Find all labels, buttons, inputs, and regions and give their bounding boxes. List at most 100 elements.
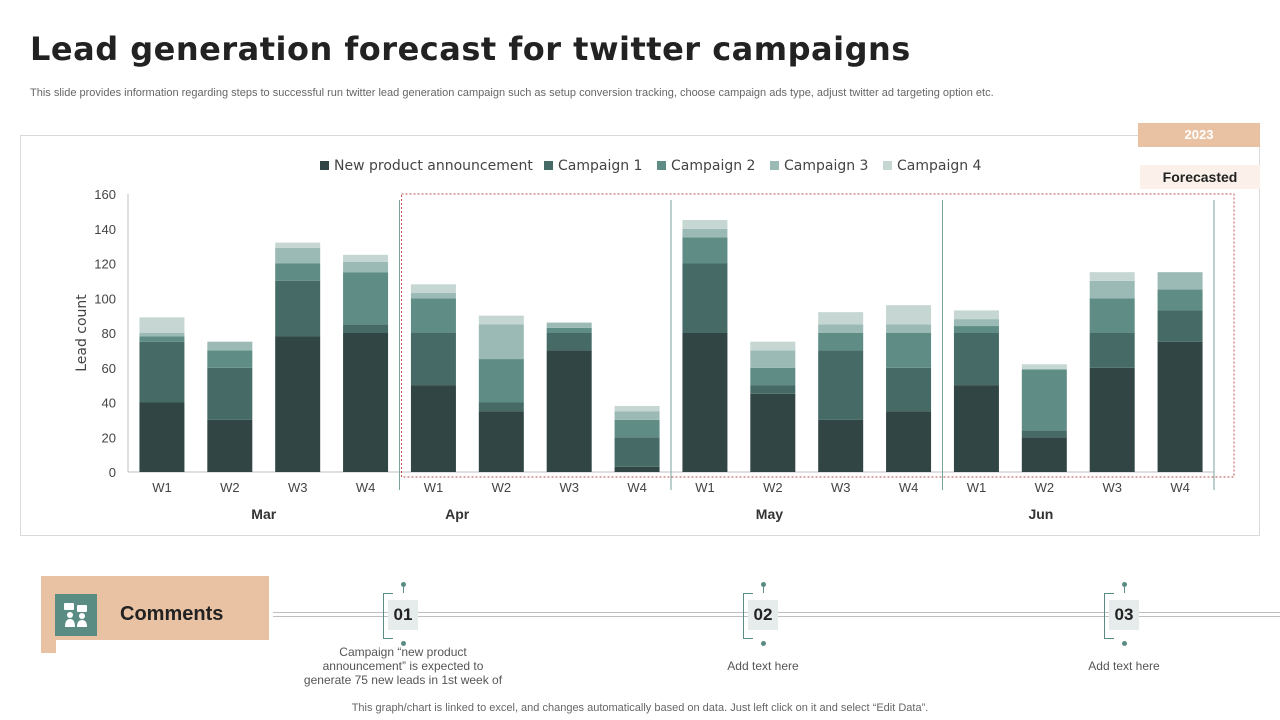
legend-label-2: Campaign 1 — [558, 158, 642, 174]
comment-marker-3: 03 — [1109, 600, 1139, 630]
marker-3-stem — [1124, 587, 1125, 593]
bar-13-3 — [953, 326, 999, 333]
group-label-mar: Mar — [251, 506, 276, 522]
x-tick-label-9: W1 — [695, 480, 715, 495]
marker-1-bracket — [383, 593, 393, 639]
bar-2-2 — [207, 367, 253, 420]
bar-4-2 — [343, 324, 389, 333]
bar-8-4 — [614, 411, 660, 420]
x-tick-label-4: W4 — [356, 480, 376, 495]
bar-1-2 — [139, 341, 185, 403]
legend-swatch-2 — [544, 161, 553, 170]
bar-12-5 — [886, 305, 932, 325]
y-axis-title: Lead count — [74, 294, 90, 372]
bar-15-4 — [1089, 280, 1135, 299]
marker-2-bracket — [743, 593, 753, 639]
marker-2-dot-bottom — [761, 641, 766, 646]
comment-text-3: Add text here — [1088, 659, 1160, 673]
bar-13-1 — [953, 385, 999, 472]
marker-2-dot-top — [761, 582, 766, 587]
legend-swatch-4 — [770, 161, 779, 170]
comment-text-1: Campaign “new product announcement” is e… — [303, 645, 503, 687]
bar-8-5 — [614, 405, 660, 412]
x-tick-label-13: W1 — [967, 480, 987, 495]
comment-marker-1: 01 — [388, 600, 418, 630]
bar-5-4 — [410, 293, 456, 299]
bar-4-4 — [343, 261, 389, 273]
legend-swatch-1 — [320, 161, 329, 170]
bar-9-5 — [682, 220, 728, 229]
bar-15-3 — [1089, 298, 1135, 333]
x-tick-label-10: W2 — [763, 480, 783, 495]
footnote: This graph/chart is linked to excel, and… — [351, 702, 929, 714]
bar-10-4 — [750, 350, 796, 368]
x-tick-label-15: W3 — [1102, 480, 1122, 495]
bar-15-1 — [1089, 367, 1135, 472]
marker-3-dot-bottom — [1122, 641, 1127, 646]
bar-1-5 — [139, 317, 185, 333]
marker-1-stem — [403, 587, 404, 593]
x-tick-label-7: W3 — [559, 480, 579, 495]
x-tick-label-16: W4 — [1170, 480, 1190, 495]
bar-10-3 — [750, 367, 796, 386]
chart-frame[interactable] — [20, 135, 1260, 536]
forecast-region — [401, 193, 1235, 478]
bar-9-1 — [682, 333, 728, 472]
bar-11-1 — [818, 419, 864, 472]
y-tick-label-0: 0 — [109, 465, 116, 480]
x-tick-label-11: W3 — [831, 480, 851, 495]
bar-1-3 — [139, 336, 185, 342]
bar-6-4 — [478, 324, 524, 360]
page-title: Lead generation forecast for twitter cam… — [30, 30, 911, 68]
bar-6-5 — [478, 315, 524, 325]
bar-11-2 — [818, 350, 864, 420]
bar-9-3 — [682, 237, 728, 264]
bar-12-3 — [886, 333, 932, 368]
bar-13-5 — [953, 310, 999, 320]
bar-13-2 — [953, 333, 999, 386]
bar-16-3 — [1157, 289, 1203, 311]
bar-7-1 — [546, 350, 592, 472]
marker-3-bracket — [1104, 593, 1114, 639]
forecasted-label: Forecasted — [1140, 165, 1260, 189]
bar-5-5 — [410, 284, 456, 294]
comment-marker-2: 02 — [748, 600, 778, 630]
group-label-jun: Jun — [1028, 506, 1053, 522]
bar-3-3 — [275, 263, 321, 281]
bar-15-5 — [1089, 272, 1135, 281]
legend-label-5: Campaign 4 — [897, 158, 982, 174]
marker-2-stem — [763, 587, 764, 593]
y-tick-label-80: 80 — [102, 326, 116, 341]
bar-4-3 — [343, 272, 389, 325]
bar-6-1 — [478, 411, 524, 472]
y-tick-label-40: 40 — [102, 396, 116, 411]
bar-10-2 — [750, 385, 796, 394]
bar-11-4 — [818, 324, 864, 333]
bar-13-4 — [953, 319, 999, 327]
marker-3-dot-top — [1122, 582, 1127, 587]
bar-8-2 — [614, 437, 660, 467]
bar-14-2 — [1021, 430, 1067, 438]
bar-16-1 — [1157, 341, 1203, 472]
bar-1-1 — [139, 402, 185, 472]
marker-1-dot-top — [401, 582, 406, 587]
bar-12-4 — [886, 324, 932, 333]
comments-title: Comments — [120, 603, 224, 625]
x-tick-label-8: W4 — [627, 480, 647, 495]
bar-2-1 — [207, 419, 253, 472]
x-tick-label-6: W2 — [492, 480, 512, 495]
bar-6-3 — [478, 359, 524, 403]
y-tick-label-120: 120 — [94, 257, 116, 272]
chart[interactable]: New product announcement Campaign 1 Campai… — [0, 0, 1280, 560]
x-tick-label-5: W1 — [424, 480, 444, 495]
comment-text-2: Add text here — [727, 659, 799, 673]
marker-1-dot-bottom — [401, 641, 406, 646]
bar-5-1 — [410, 385, 456, 472]
bar-9-2 — [682, 263, 728, 333]
bar-3-4 — [275, 247, 321, 264]
bar-16-2 — [1157, 310, 1203, 342]
bar-3-1 — [275, 336, 321, 472]
y-tick-label-60: 60 — [102, 361, 116, 376]
x-tick-label-14: W2 — [1035, 480, 1055, 495]
bar-3-2 — [275, 280, 321, 337]
